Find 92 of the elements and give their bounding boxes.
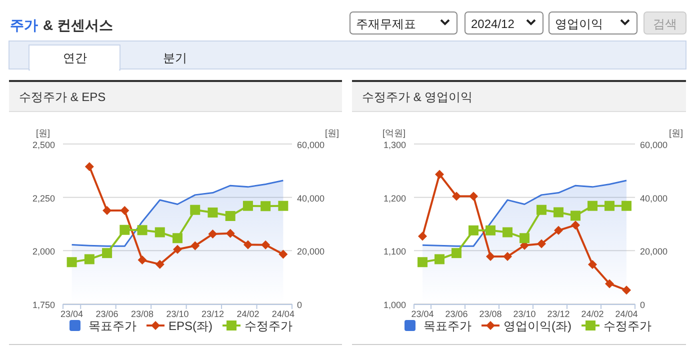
y2-tick-label: 20,000 (640, 246, 668, 257)
x-tick-label: 23/12 (547, 309, 570, 319)
y2-tick-label: 0 (297, 300, 302, 310)
x-tick-label: 23/12 (201, 309, 224, 319)
point (243, 240, 252, 250)
point (190, 204, 200, 215)
y2-tick-label: 40,000 (640, 193, 668, 204)
page-header: 주가 & 컨센서스 주재무제표 2024/12 영업이익 검색 연간 분기 (8, 12, 686, 71)
x-tick-label: 23/04 (411, 309, 434, 319)
legend-label: EPS(좌) (168, 319, 213, 333)
chart-title: 수정주가 & 영업이익 (362, 90, 473, 104)
legend-label: 영업이익(좌) (504, 319, 572, 333)
legend-label: 목표주가 (88, 319, 136, 333)
point (435, 170, 444, 179)
point (588, 200, 598, 211)
x-tick-label: 23/10 (166, 309, 189, 319)
y-tick-label: 2,250 (32, 193, 55, 204)
point (434, 254, 444, 264)
y-axis-title: [억원] (382, 128, 406, 138)
y2-tick-label: 60,000 (297, 140, 325, 150)
x-tick-label: 24/02 (581, 309, 604, 319)
x-tick-label: 23/04 (60, 309, 84, 319)
x-tick-label: 23/06 (445, 309, 468, 319)
y-tick-label: 1,200 (383, 193, 406, 204)
y-tick-label: 1,750 (32, 300, 55, 310)
point (120, 206, 130, 216)
y-tick-label: 2,500 (32, 140, 55, 150)
chart-title: 수정주가 & EPS (19, 90, 106, 104)
y2-tick-label: 40,000 (297, 193, 325, 204)
point (468, 225, 478, 236)
x-tick-label: 23/06 (96, 309, 118, 319)
point (486, 225, 496, 236)
x-tick-label: 23/10 (513, 309, 536, 319)
x-tick-label: 23/08 (479, 309, 502, 319)
point (155, 260, 164, 269)
point (66, 257, 77, 268)
point (503, 252, 512, 262)
point (554, 226, 563, 235)
point (452, 192, 461, 201)
point (571, 220, 580, 230)
point (622, 200, 632, 211)
y2-axis-title: [원] (324, 128, 340, 138)
legend-label: 수정주가 (604, 319, 652, 333)
x-tick-label: 24/04 (615, 309, 638, 319)
point (520, 233, 530, 244)
point (172, 233, 182, 244)
point (173, 244, 182, 254)
point (604, 200, 614, 211)
point (622, 286, 631, 295)
point (138, 256, 147, 265)
point (418, 232, 427, 241)
point (261, 240, 270, 250)
y2-tick-label: 20,000 (297, 246, 325, 257)
legend-label: 수정주가 (244, 319, 293, 333)
y-tick-label: 1,000 (383, 300, 406, 310)
x-tick-label: 24/04 (272, 309, 294, 319)
point (486, 252, 495, 262)
y2-tick-label: 0 (640, 300, 646, 310)
point (102, 248, 112, 258)
point (588, 260, 597, 270)
y2-tick-label: 60,000 (640, 140, 668, 150)
point (154, 227, 165, 238)
point (469, 192, 478, 201)
point (226, 228, 235, 238)
point (570, 210, 580, 221)
legend-label: 목표주가 (424, 319, 472, 333)
y-tick-label: 1,100 (383, 246, 406, 257)
point (120, 224, 130, 235)
point (536, 204, 546, 215)
point (278, 250, 288, 259)
point (502, 227, 512, 238)
point (208, 230, 218, 239)
point (208, 208, 218, 218)
y-axis-title: [원] (36, 128, 50, 138)
point (554, 207, 564, 218)
point (537, 239, 546, 248)
point (190, 241, 200, 250)
point (225, 211, 236, 221)
point (278, 200, 288, 211)
point (418, 257, 428, 268)
point (137, 225, 148, 236)
point (605, 279, 614, 288)
point (84, 162, 94, 172)
point (452, 248, 462, 258)
point (84, 254, 94, 264)
x-tick-label: 24/02 (236, 309, 260, 319)
y2-axis-title: [원] (668, 128, 684, 138)
point (242, 200, 253, 211)
x-tick-label: 23/08 (131, 309, 154, 319)
y-tick-label: 2,000 (32, 246, 55, 257)
y-tick-label: 1,300 (383, 140, 406, 150)
point (260, 201, 271, 212)
